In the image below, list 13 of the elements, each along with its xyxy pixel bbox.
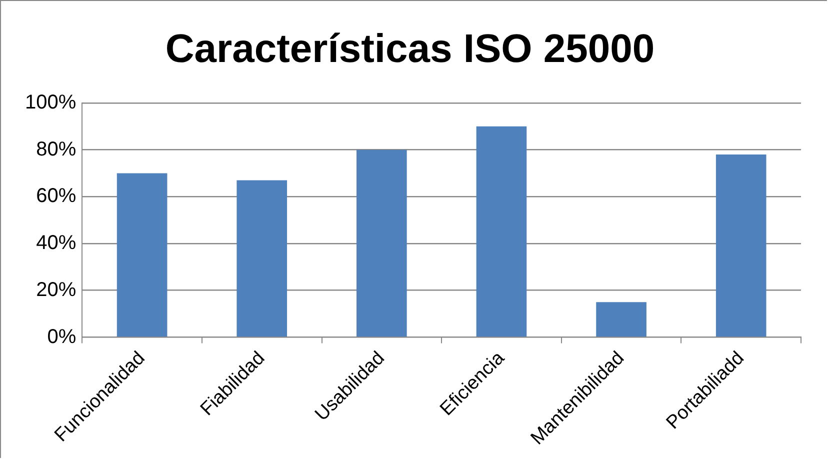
y-tick-label: 20% xyxy=(36,278,76,301)
y-tick-label: 100% xyxy=(24,92,76,114)
bar xyxy=(716,154,766,337)
bar xyxy=(236,180,288,337)
y-tick-label: 80% xyxy=(36,138,76,160)
y-tick-label: 40% xyxy=(36,232,76,254)
y-tick-label: 0% xyxy=(47,326,76,348)
bar xyxy=(476,126,527,337)
y-tick-label: 60% xyxy=(36,185,76,208)
bar xyxy=(356,150,407,337)
bar xyxy=(116,173,168,337)
chart-title: Características ISO 25000 xyxy=(165,27,655,72)
bar xyxy=(596,302,646,337)
